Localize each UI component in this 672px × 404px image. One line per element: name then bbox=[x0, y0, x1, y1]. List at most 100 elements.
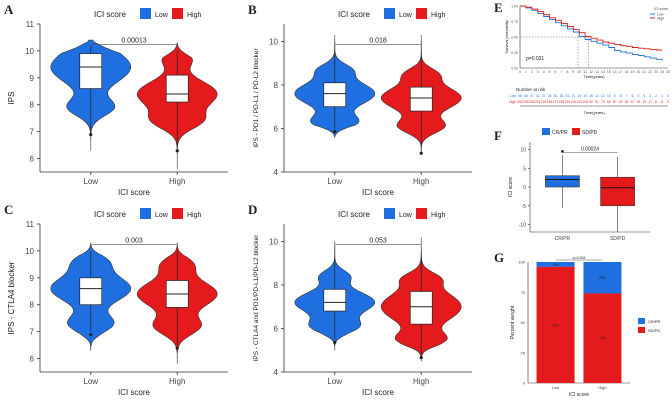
km-risk-high-24: 6 bbox=[661, 100, 663, 104]
km-risk-low-15: 10 bbox=[607, 94, 611, 98]
panel-d-outlier-high bbox=[419, 355, 423, 360]
km-risk-high-20: 29 bbox=[637, 100, 641, 104]
bar-pvalue: p=0.004 bbox=[573, 256, 586, 260]
bar-sdpd-low bbox=[536, 266, 575, 383]
bar-crpr-high bbox=[583, 262, 622, 294]
panel-c-legend-low-swatch bbox=[140, 208, 151, 219]
violin-panel-D: D ICI score Low High 4 6 8 10 IPS - CTLA4 and PD… bbox=[248, 202, 472, 397]
panel-c-letter: C bbox=[4, 202, 13, 217]
box-legend-crpr-label: CR/PR bbox=[552, 130, 568, 136]
panel-a-outlier-low bbox=[89, 133, 93, 137]
panel-f-letter: F bbox=[494, 128, 502, 143]
panel-d-ytick-label-2: 8 bbox=[274, 281, 279, 290]
km-xtick-label-20: 20 bbox=[636, 70, 640, 74]
km-risk-low-4: 37 bbox=[542, 94, 546, 98]
km-xtick-label-1: 1 bbox=[525, 70, 527, 74]
bar-ylabel: Percent weight bbox=[510, 305, 516, 339]
km-risk-low-23: 2 bbox=[655, 94, 657, 98]
bar-panel-G: G 0 25 50 75 100 Percent weight ICI score 4% 96% L… bbox=[494, 250, 661, 398]
bar-sdpd-high bbox=[583, 293, 622, 383]
km-risk-high-0: 250 bbox=[517, 100, 523, 104]
panel-b-outlier-high bbox=[419, 151, 423, 155]
km-risk-high-18: 43 bbox=[625, 100, 629, 104]
panel-a-legend-low-swatch bbox=[140, 8, 151, 19]
panel-c-ytick-label-3: 9 bbox=[30, 274, 35, 283]
km-risk-high-1: 245 bbox=[523, 100, 529, 104]
km-xtick-label-9: 9 bbox=[572, 70, 574, 74]
km-risk-high-19: 37 bbox=[631, 100, 635, 104]
box-ylabel: ICI score bbox=[508, 177, 514, 197]
panel-b-ytick-label-0: 4 bbox=[274, 168, 279, 177]
panel-c-ytick-label-0: 6 bbox=[30, 355, 35, 364]
panel-b-legend-high-swatch bbox=[416, 8, 427, 19]
bar-ytick-label-2: 50 bbox=[521, 320, 526, 325]
box-sdpd bbox=[600, 176, 635, 207]
panel-a-ytick-label-2: 8 bbox=[30, 101, 35, 110]
panel-d-ytick-label-1: 6 bbox=[274, 324, 279, 333]
km-xtick-label-25: 25 bbox=[666, 70, 670, 74]
km-xtick-label-4: 4 bbox=[543, 70, 545, 74]
violin-panel-C: C ICI score Low High 6 7 8 9 10 11 IPS - CTLA4 blo… bbox=[4, 202, 228, 397]
bar-legend-sdpd-swatch bbox=[638, 327, 645, 333]
panel-d-xtick-label-1: High bbox=[413, 377, 429, 386]
km-xtick-label-10: 10 bbox=[577, 70, 581, 74]
box-pvalue: 0.00024 bbox=[581, 147, 599, 153]
panel-d-legend-low-swatch bbox=[384, 208, 395, 219]
km-risk-high-7: 155 bbox=[559, 100, 565, 104]
panel-d-xlabel: ICI score bbox=[362, 388, 395, 397]
panel-a-legend-high-label: High bbox=[187, 12, 202, 19]
km-xtick-label-8: 8 bbox=[566, 70, 568, 74]
bar-crpr-low bbox=[536, 262, 575, 267]
bar-xtick-label-0: Low bbox=[552, 385, 559, 390]
panel-a-outlier-high bbox=[175, 149, 179, 153]
km-xtick-label-18: 18 bbox=[625, 70, 629, 74]
bar-label-crpr-high: 26% bbox=[599, 276, 606, 280]
panel-e-letter: E bbox=[494, 0, 503, 15]
panel-d-legend-title: ICI score bbox=[338, 210, 371, 219]
violin-panel-B: B ICI score Low High 4 6 8 10 IPS - PD1 / PD-L1 … bbox=[248, 2, 472, 197]
bar-ytick-label-0: 0 bbox=[523, 381, 526, 386]
km-xtick-label-5: 5 bbox=[549, 70, 551, 74]
box-legend-crpr-swatch bbox=[542, 128, 550, 135]
panel-a-xlabel: ICI score bbox=[118, 188, 151, 197]
km-xtick-label-7: 7 bbox=[560, 70, 562, 74]
km-panel-E: E0.000.250.500.751.000 1 2 3 4 5 6 7 8 9 10 11 12 13 1… bbox=[494, 0, 670, 115]
km-xtick-label-15: 15 bbox=[607, 70, 611, 74]
panel-b-legend-low-swatch bbox=[384, 8, 395, 19]
km-risk-low-2: 47 bbox=[530, 94, 534, 98]
km-xtick-label-24: 24 bbox=[660, 70, 664, 74]
panel-b-legend-high-label: High bbox=[431, 12, 446, 19]
panel-b-outlier-low bbox=[333, 129, 337, 134]
km-risk-low-17: 8 bbox=[620, 94, 622, 98]
km-risk-low-1: 46 bbox=[524, 94, 528, 98]
km-risk-low-6: 30 bbox=[554, 94, 558, 98]
km-risk-high-5: 184 bbox=[547, 100, 553, 104]
km-xtick-label-14: 14 bbox=[601, 70, 605, 74]
km-risk-high-10: 113 bbox=[577, 100, 582, 104]
panel-c-legend-high-swatch bbox=[172, 208, 183, 219]
panel-d-box-low bbox=[323, 288, 347, 312]
bar-label-sdpd-low: 96% bbox=[552, 323, 559, 327]
panel-a-ytick-label-1: 7 bbox=[30, 128, 35, 137]
panel-a-xtick-label-1: High bbox=[169, 177, 185, 186]
km-risk-low-19: 6 bbox=[632, 94, 634, 98]
panel-a-ylabel: IPS bbox=[7, 92, 16, 105]
panel-d-letter: D bbox=[248, 202, 257, 217]
bar-ytick-label-1: 25 bbox=[521, 350, 526, 355]
box-ytick-label-4: 10 bbox=[520, 148, 526, 154]
panel-b-ytick-label-3: 10 bbox=[269, 37, 278, 46]
km-curve-high bbox=[520, 5, 663, 51]
panel-c-ytick-label-4: 10 bbox=[25, 247, 34, 256]
km-risk-high-11: 105 bbox=[582, 100, 588, 104]
km-risk-title: Number at risk bbox=[516, 87, 546, 92]
km-risk-low-0: 48 bbox=[518, 94, 522, 98]
panel-a-box-low bbox=[79, 53, 103, 89]
panel-a-legend-title: ICI score bbox=[94, 10, 127, 19]
km-risk-low-25: 0 bbox=[667, 94, 669, 98]
km-legend-title: ICI score bbox=[654, 7, 668, 11]
km-xtick-label-16: 16 bbox=[613, 70, 617, 74]
km-ytick-label-3: 0.75 bbox=[511, 20, 518, 24]
panel-a-pvalue: 0.00013 bbox=[121, 38, 146, 45]
km-legend-high-label: High bbox=[657, 17, 664, 21]
